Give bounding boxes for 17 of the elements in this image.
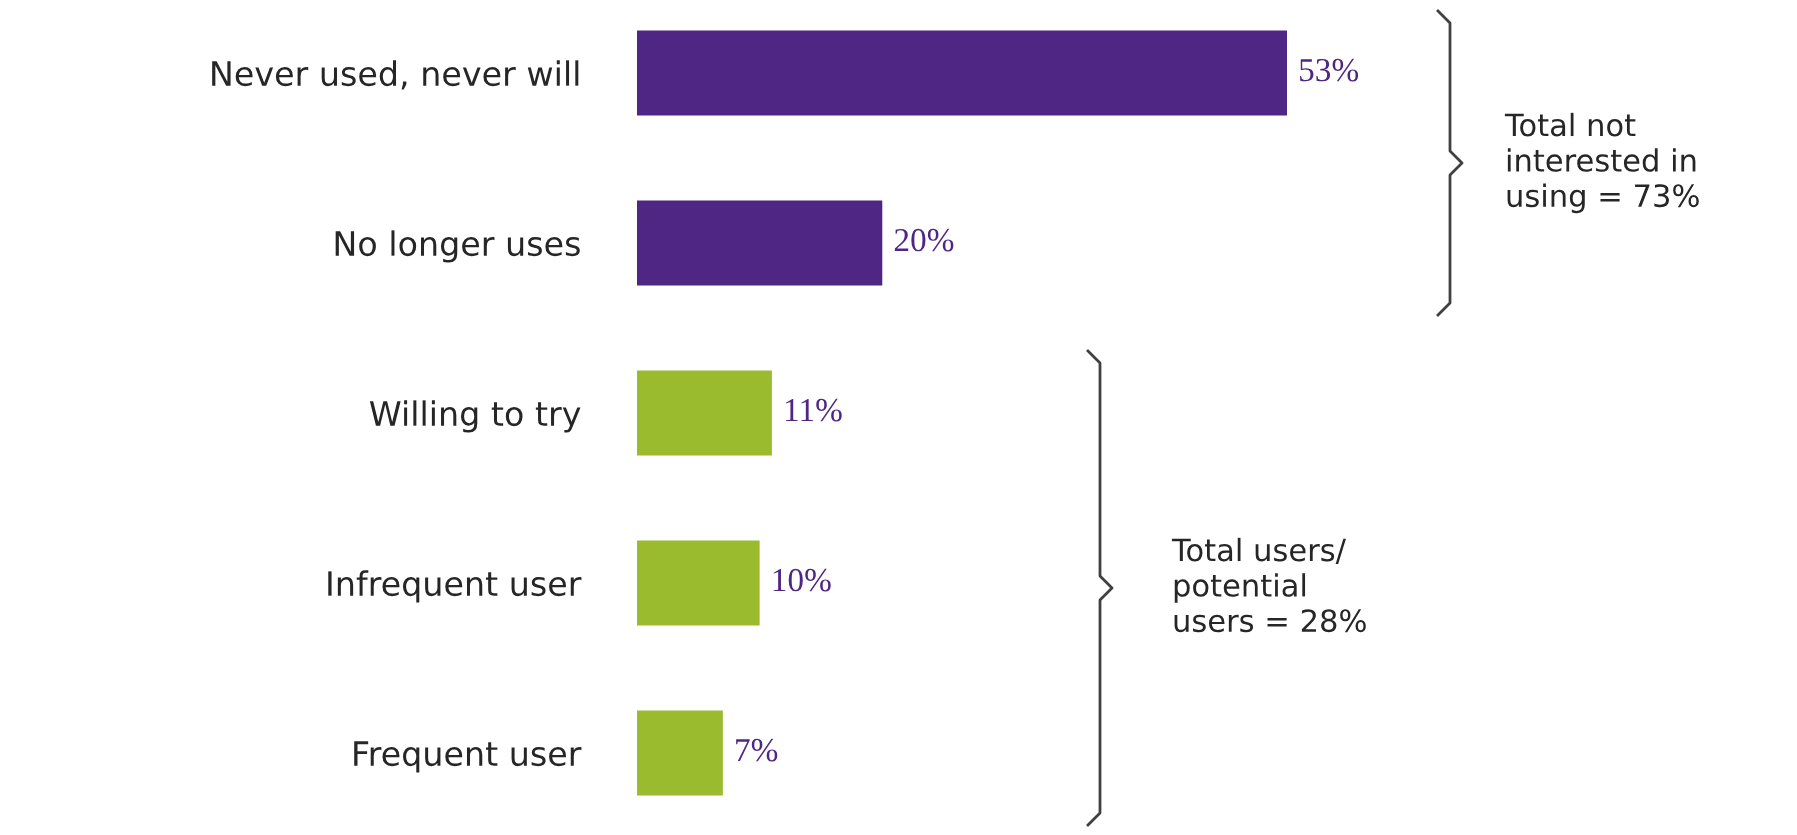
data-label: 11% (785, 398, 842, 422)
y-tick-label: Infrequent user (328, 570, 582, 603)
data-label: 53% (1300, 58, 1359, 82)
bar (637, 540, 760, 626)
y-tick-label: Never used, never will (212, 60, 579, 90)
bar (637, 200, 883, 286)
bar (637, 710, 723, 796)
annotation: Total users/ potential users = 28% (1171, 537, 1366, 633)
data-label: 20% (894, 228, 954, 252)
data-label: 7% (736, 738, 778, 762)
bar (637, 370, 772, 456)
y-tick-label: Willing to try (369, 400, 581, 433)
text: Total not interested in using = 73% (1504, 112, 1699, 214)
bar (637, 30, 1287, 116)
y-tick-label: No longer uses (335, 230, 580, 263)
data-label: 10% (773, 568, 831, 592)
y-tick-label: Frequent user (354, 741, 582, 773)
